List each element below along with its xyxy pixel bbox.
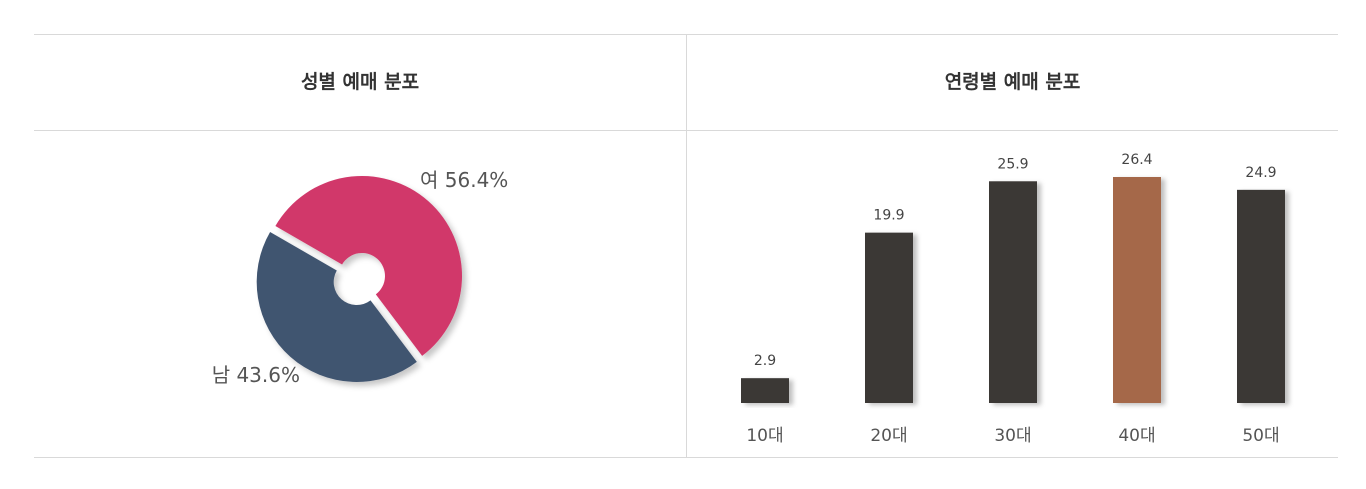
bar-40대: [1113, 177, 1161, 403]
bar-value-label: 26.4: [1121, 152, 1152, 168]
bar-category-label: 20대: [870, 426, 907, 446]
bar-category-label: 50대: [1242, 426, 1279, 446]
pie-slice-male: [256, 231, 417, 382]
bar-value-label: 2.9: [754, 353, 776, 369]
bar-category-label: 10대: [746, 426, 783, 446]
header-divider: [34, 130, 1338, 131]
column-divider: [686, 35, 687, 457]
bar-category-label: 40대: [1118, 426, 1155, 446]
pie-label-female: 여 56.4%: [420, 168, 508, 192]
pie-label-male: 남 43.6%: [212, 363, 300, 387]
bar-50대: [1237, 189, 1285, 403]
bar-category-label: 30대: [994, 426, 1031, 446]
gender-distribution-title: 성별 예매 분포: [300, 71, 420, 93]
bar-30대: [989, 181, 1037, 403]
age-distribution-title: 연령별 예매 분포: [944, 71, 1081, 93]
bar-value-label: 25.9: [997, 156, 1028, 172]
bar-value-label: 19.9: [873, 208, 904, 224]
gender-donut-chart: 여 56.4% 남 43.6%: [212, 168, 509, 387]
pie-slice-female: [275, 176, 462, 356]
bar-20대: [865, 232, 913, 403]
bar-value-label: 24.9: [1245, 165, 1276, 181]
bar-10대: [741, 378, 789, 403]
booking-stats-table: 성별 예매 분포 연령별 예매 분포: [34, 34, 1338, 458]
age-bar-chart: 2.9 10대 19.9 20대 25.9 30대 26.4 40대 24.9 50대: [741, 152, 1285, 446]
